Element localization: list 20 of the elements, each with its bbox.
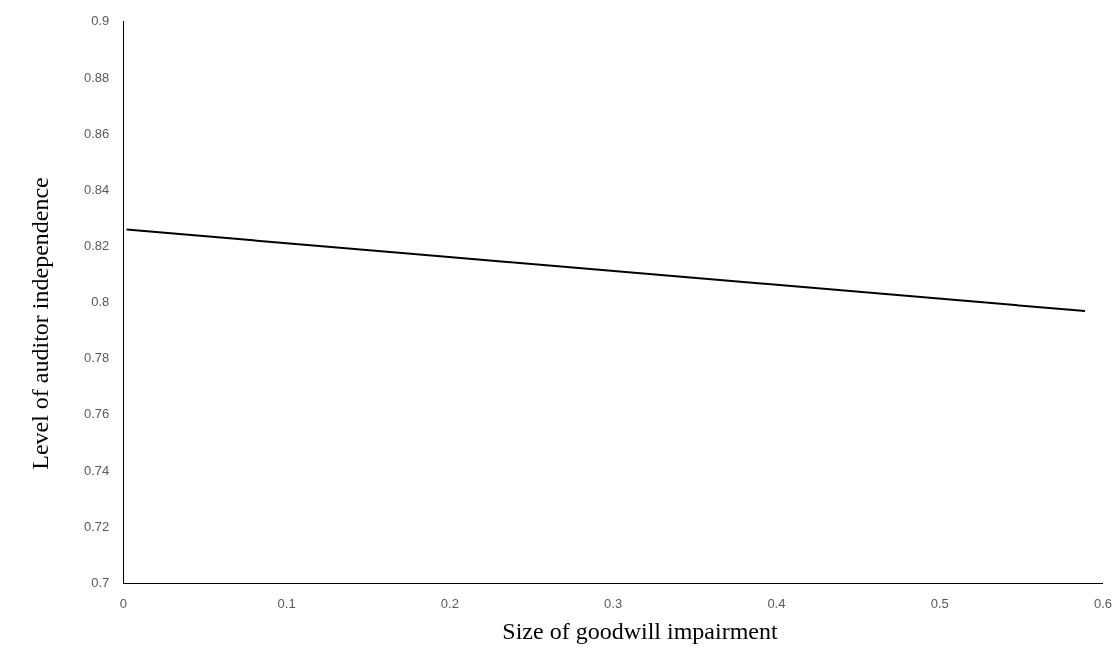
y-tick-label: 0.86 — [83, 125, 110, 141]
y-tick-label: 0.84 — [83, 181, 110, 197]
x-tick-label: 0.3 — [604, 595, 623, 611]
y-tick-label: 0.78 — [83, 350, 110, 366]
x-tick-label: 0.4 — [767, 595, 786, 611]
x-tick-label: 0.5 — [930, 595, 949, 611]
x-tick-label: 0.2 — [440, 595, 459, 611]
y-tick-label: 0.74 — [83, 462, 110, 478]
y-tick-label: 0.76 — [83, 406, 110, 422]
x-tick-label: 0 — [119, 595, 127, 611]
x-tick-label: 0.6 — [1093, 595, 1112, 611]
y-tick-label: 0.82 — [83, 238, 110, 254]
y-axis-title: Level of auditor independence — [26, 176, 54, 472]
x-axis-title: Size of goodwill impairment — [501, 618, 779, 645]
x-tick-label: 0.1 — [277, 595, 296, 611]
y-tick-label: 0.7 — [91, 574, 110, 590]
y-tick-label: 0.9 — [91, 13, 110, 29]
y-tick-label: 0.72 — [83, 518, 110, 534]
y-tick-label: 0.88 — [83, 69, 110, 85]
y-tick-label: 0.8 — [91, 294, 110, 310]
